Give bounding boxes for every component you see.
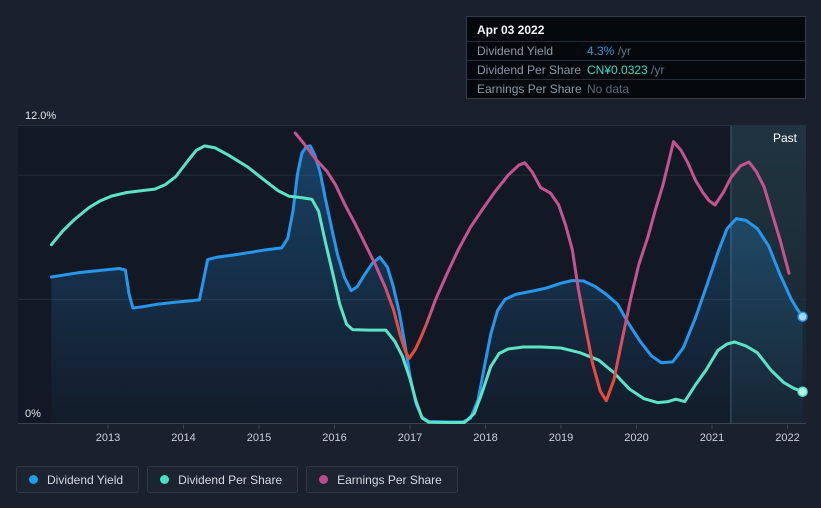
tooltip-value: No data — [587, 82, 630, 96]
x-axis-label-2022: 2022 — [775, 432, 799, 444]
earnings-per-share-dot-icon — [319, 475, 329, 484]
x-axis-label-2020: 2020 — [624, 432, 648, 444]
tooltip-row-dividend-yield: Dividend Yield 4.3% /yr — [467, 41, 805, 60]
tooltip-row-dividend-per-share: Dividend Per Share CN¥0.0323 /yr — [467, 60, 805, 79]
tooltip-label: Dividend Per Share — [477, 63, 582, 77]
dividend-yield-area — [51, 145, 803, 424]
x-axis-label-2019: 2019 — [549, 432, 573, 444]
tooltip-value: CN¥0.0323 /yr — [587, 63, 665, 77]
chart-legend: Dividend Yield Dividend Per Share Earnin… — [16, 466, 458, 493]
tooltip-value: 4.3% /yr — [587, 44, 632, 58]
x-axis-label-2015: 2015 — [247, 432, 271, 444]
tooltip-row-earnings-per-share: Earnings Per Share No data — [467, 79, 805, 98]
tooltip-label: Dividend Yield — [477, 44, 554, 58]
legend-label: Dividend Yield — [47, 472, 124, 487]
x-axis-label-2021: 2021 — [700, 432, 724, 444]
dividend-per-share-dot-icon — [160, 475, 170, 484]
y-axis-label-zero: 0% — [25, 408, 41, 420]
y-axis-label-max: 12.0% — [25, 110, 56, 122]
x-axis-label-2017: 2017 — [398, 432, 422, 444]
tooltip-date: Apr 03 2022 — [477, 23, 545, 37]
x-axis-label-2014: 2014 — [171, 432, 195, 444]
x-axis-label-2016: 2016 — [322, 432, 346, 444]
legend-chip-dividend-yield[interactable]: Dividend Yield — [16, 466, 140, 493]
dividend-yield-dot-icon — [29, 475, 38, 484]
x-axis-label-2018: 2018 — [473, 432, 497, 444]
past-label: Past — [773, 131, 798, 145]
dividend-per-share-line[interactable] — [49, 144, 805, 424]
legend-chip-dividend-per-share[interactable]: Dividend Per Share — [147, 466, 299, 493]
legend-label: Earnings Per Share — [337, 472, 442, 487]
dividend-yield-end-dot — [797, 311, 808, 322]
dividend-per-share-end-dot — [797, 386, 808, 397]
tooltip-label: Earnings Per Share — [477, 82, 582, 96]
chart-tooltip: Apr 03 2022 Dividend Yield 4.3% /yr Divi… — [466, 16, 806, 99]
dividend-yield-line[interactable] — [49, 144, 805, 424]
legend-label: Dividend Per Share — [178, 472, 283, 487]
legend-chip-earnings-per-share[interactable]: Earnings Per Share — [306, 466, 458, 493]
x-axis-label-2013: 2013 — [96, 432, 120, 444]
earnings-per-share-line[interactable] — [293, 131, 791, 403]
